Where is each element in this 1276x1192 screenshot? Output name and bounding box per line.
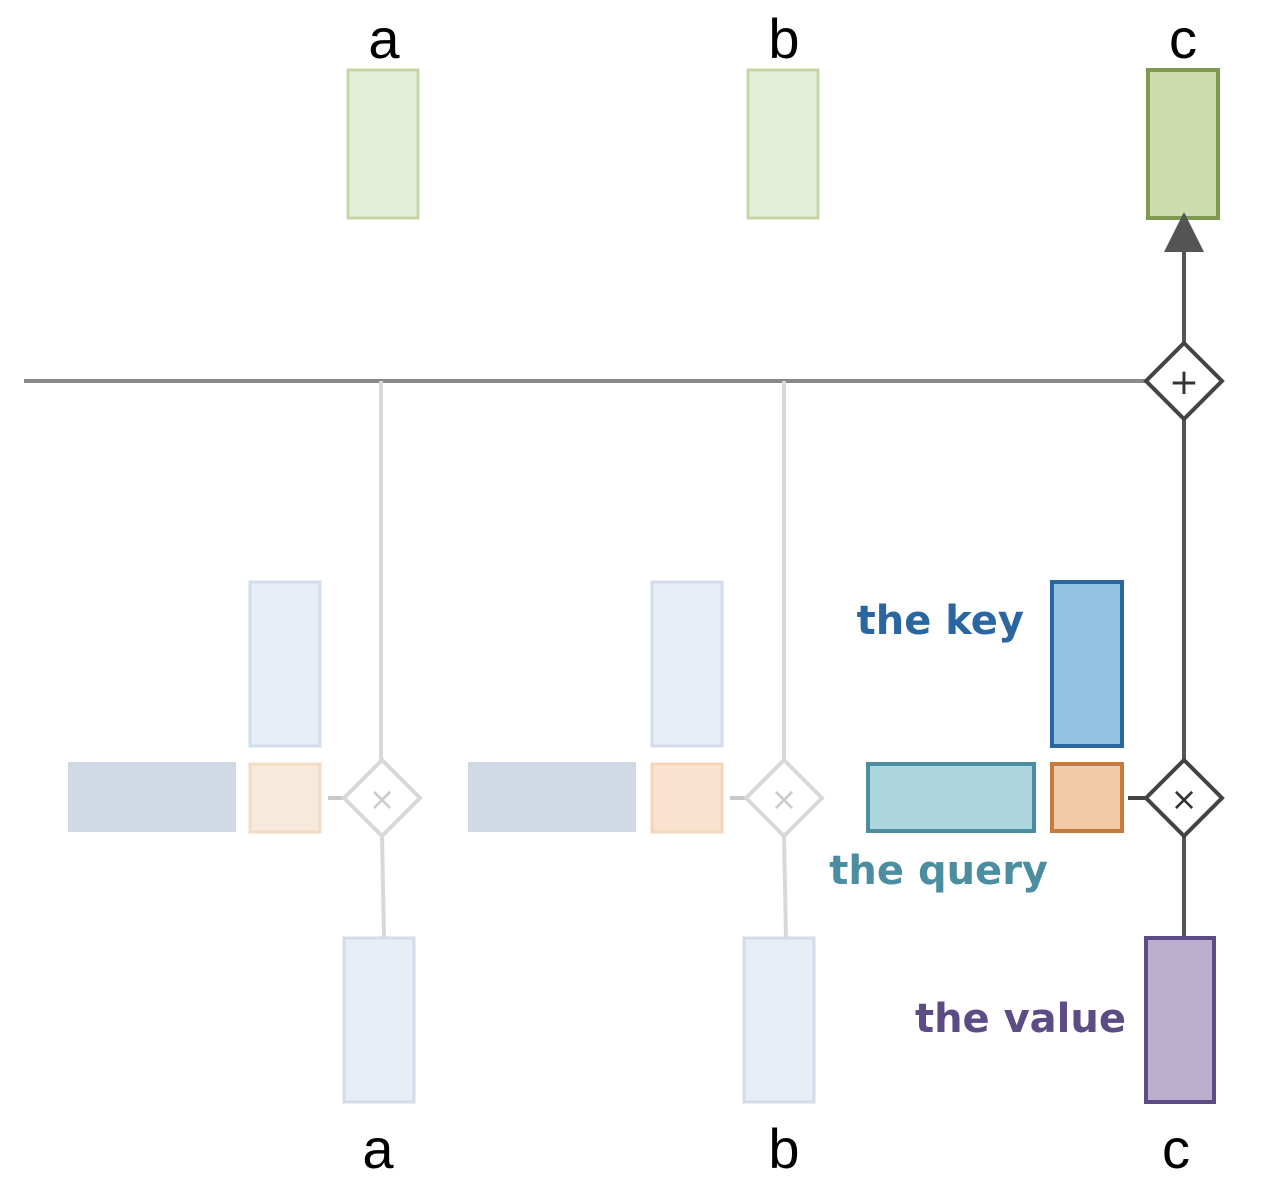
value-box-b: [742, 936, 816, 1104]
score-box-c: [1050, 762, 1124, 833]
score-box-a: [248, 762, 322, 834]
multiply-operator-a: [341, 757, 423, 839]
bottom-token-c: c: [1162, 1117, 1190, 1180]
value-label: the value: [915, 996, 1126, 1042]
top-token-b: b: [768, 7, 799, 70]
top-token-a: a: [368, 7, 400, 70]
value-box-c: [1144, 936, 1216, 1104]
query-label: the query: [829, 848, 1048, 894]
group-a: ×: [68, 580, 423, 1104]
output-box-a: [346, 68, 420, 220]
key-box-b: [650, 580, 724, 748]
score-box-b: [650, 762, 724, 834]
vertical-line-a-lower: [380, 835, 386, 939]
vertical-line-b-lower: [782, 835, 788, 939]
multiply-operator-c: [1143, 757, 1225, 839]
sum-operator: +: [1143, 340, 1225, 422]
multiply-operator-b: [743, 757, 825, 839]
group-b: ×: [468, 580, 825, 1104]
multiply-symbol-a: ×: [369, 780, 396, 818]
output-box-c: [1146, 68, 1220, 220]
bottom-token-b: b: [768, 1117, 799, 1180]
multiply-symbol-c: ×: [1171, 780, 1198, 818]
group-c: ×: [866, 580, 1225, 1104]
output-box-b: [746, 68, 820, 220]
bottom-token-a: a: [362, 1117, 394, 1180]
multiply-symbol-b: ×: [771, 780, 798, 818]
key-box-c: [1050, 580, 1124, 748]
top-token-c: c: [1169, 7, 1197, 70]
query-bar-b: [468, 762, 636, 832]
query-bar-c: [866, 762, 1036, 833]
query-bar-a: [68, 762, 236, 832]
key-box-a: [248, 580, 322, 748]
value-box-a: [342, 936, 416, 1104]
sum-symbol: +: [1169, 362, 1199, 403]
key-label: the key: [857, 598, 1024, 644]
